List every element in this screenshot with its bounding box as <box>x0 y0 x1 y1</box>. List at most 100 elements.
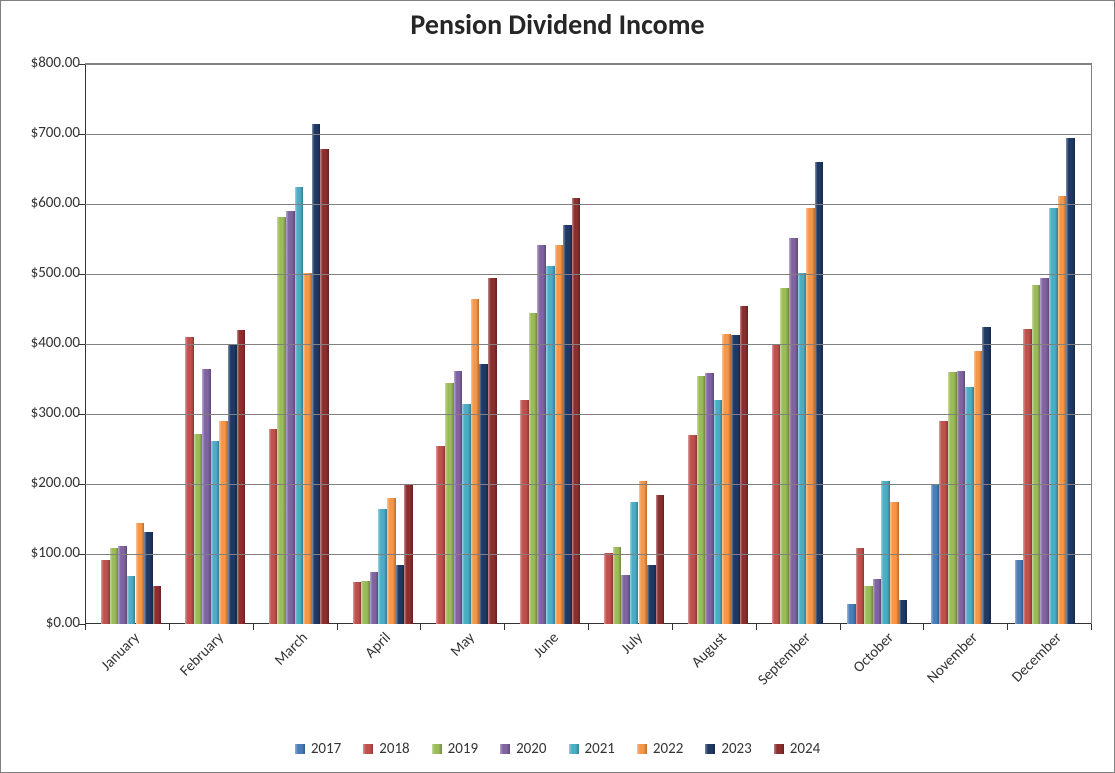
legend-item: 2022 <box>637 740 683 758</box>
bar <box>277 217 286 624</box>
bar <box>118 546 127 624</box>
bar <box>647 565 656 625</box>
y-tick-label: $100.00 <box>0 544 80 562</box>
bar <box>899 600 908 625</box>
bar <box>387 498 396 624</box>
legend-swatch <box>432 744 442 754</box>
legend-swatch <box>774 744 784 754</box>
bar <box>621 575 630 624</box>
bar <box>295 187 304 625</box>
x-tick-label: June <box>530 629 563 662</box>
legend-label: 2021 <box>585 740 615 758</box>
bar <box>436 446 445 625</box>
bar <box>1032 285 1041 625</box>
gridline <box>85 274 1091 275</box>
bar <box>378 509 387 625</box>
y-tick-label: $800.00 <box>0 54 80 72</box>
bar <box>361 581 370 624</box>
bar <box>847 604 856 624</box>
bar <box>1049 208 1058 625</box>
bar <box>269 429 278 624</box>
y-tick-label: $500.00 <box>0 264 80 282</box>
bar <box>537 245 546 624</box>
bar <box>370 572 379 625</box>
legend-swatch <box>363 744 373 754</box>
y-tick-label: $400.00 <box>0 334 80 352</box>
bar <box>219 421 228 624</box>
bar <box>656 495 665 625</box>
bar <box>890 502 899 625</box>
bar <box>211 441 220 624</box>
x-tick-label: August <box>688 629 731 672</box>
bar <box>881 481 890 625</box>
bar <box>488 278 497 625</box>
bar <box>202 369 211 625</box>
legend-swatch <box>295 744 305 754</box>
plot-area <box>85 63 1092 624</box>
bar <box>237 330 246 624</box>
legend-label: 2017 <box>311 740 341 758</box>
legend-item: 2018 <box>363 740 409 758</box>
bar <box>479 364 488 624</box>
bar <box>806 208 815 625</box>
bar <box>185 337 194 624</box>
y-tick-label: $0.00 <box>0 614 80 632</box>
x-tick-label: September <box>754 629 814 689</box>
bar <box>965 387 974 624</box>
bar <box>613 547 622 624</box>
bar <box>396 565 405 625</box>
bar <box>529 313 538 625</box>
bar <box>948 372 957 624</box>
bar <box>982 327 991 625</box>
x-tick-label: January <box>98 629 144 675</box>
bar <box>445 383 454 625</box>
x-tick <box>1091 624 1092 630</box>
bar <box>101 560 110 624</box>
legend-swatch <box>705 744 715 754</box>
gridline <box>85 64 1091 65</box>
bar <box>604 553 613 624</box>
bar <box>144 532 153 624</box>
x-tick-label: May <box>447 629 478 660</box>
legend-swatch <box>637 744 647 754</box>
bar <box>1040 278 1049 625</box>
bar <box>555 245 564 624</box>
chart-title: Pension Dividend Income <box>1 7 1114 42</box>
x-tick-label: October <box>850 629 898 677</box>
y-tick-label: $600.00 <box>0 194 80 212</box>
x-tick-label: December <box>1008 629 1065 686</box>
y-tick-label: $300.00 <box>0 404 80 422</box>
bar <box>353 582 362 624</box>
legend-label: 2023 <box>721 740 751 758</box>
bar <box>957 371 966 624</box>
bar <box>194 434 203 624</box>
bar <box>697 376 706 625</box>
bar <box>1023 329 1032 624</box>
chart-frame: Pension Dividend Income January February M… <box>0 0 1115 773</box>
legend-item: 2020 <box>500 740 546 758</box>
legend-label: 2022 <box>653 740 683 758</box>
x-tick-label: March <box>271 629 311 669</box>
bar <box>320 149 329 624</box>
legend-label: 2019 <box>448 740 478 758</box>
bar <box>127 576 136 624</box>
bar <box>110 548 119 624</box>
bar <box>789 238 798 624</box>
bar <box>462 404 471 625</box>
bar <box>153 586 162 625</box>
legend-label: 2018 <box>379 740 409 758</box>
legend-label: 2020 <box>516 740 546 758</box>
legend: 20172018201920202021202220232024 <box>1 740 1114 758</box>
bar <box>705 373 714 624</box>
bar <box>520 400 529 624</box>
bar <box>780 288 789 624</box>
gridline <box>85 554 1091 555</box>
bar <box>1058 196 1067 624</box>
bar <box>1066 138 1075 625</box>
bar <box>136 523 145 625</box>
gridline <box>85 414 1091 415</box>
legend-swatch <box>569 744 579 754</box>
x-tick-label: February <box>176 629 227 680</box>
bar <box>864 586 873 625</box>
bar <box>312 124 321 625</box>
